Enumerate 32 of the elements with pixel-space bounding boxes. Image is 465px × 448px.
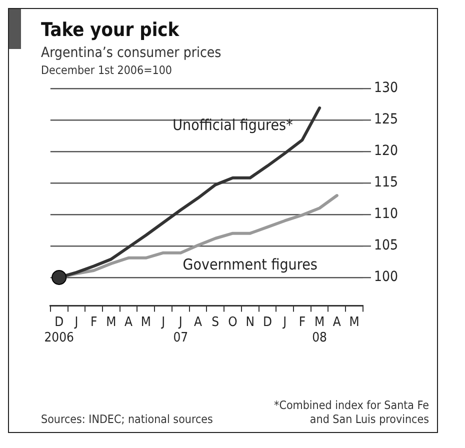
x-tick-label: J [74, 314, 78, 330]
text: *Combined index for Santa Fe and San Luis provinces [273, 398, 429, 426]
x-tick-label: M [106, 314, 116, 330]
y-tick-label: 100 [374, 269, 398, 286]
y-tick-label: 115 [374, 174, 398, 191]
x-tick-label: J [282, 314, 287, 330]
y-tick-label: 125 [374, 112, 398, 128]
x-tick-label: S [212, 314, 220, 330]
x-tick-label: A [332, 314, 341, 330]
x-tick-label: M [349, 314, 360, 330]
x-tick-label: F [298, 314, 306, 330]
x-tick-label: O [228, 314, 238, 330]
chart-subtitle: Argentina’s consumer prices [41, 45, 222, 61]
series-label: Government figures [182, 255, 318, 274]
series-label: Unofficial figures* [172, 116, 294, 134]
x-tick-label: M [140, 314, 151, 330]
y-tick-label: 120 [374, 143, 398, 160]
x-tick-label: A [194, 314, 202, 330]
x-tick-label: F [90, 314, 98, 330]
y-axis-title: December 1st 2006=100 [41, 63, 173, 77]
y-tick-label: 130 [374, 80, 398, 96]
chart-title: Take your pick [41, 19, 180, 41]
x-tick-label: N [246, 314, 254, 330]
x-tick-label: M 08 [312, 314, 327, 346]
x-tick-label: A [124, 314, 133, 330]
source-note: Sources: INDEC; national sources [41, 412, 213, 426]
x-tick-label: J 07 [173, 314, 188, 346]
y-tick-label: 110 [374, 206, 398, 222]
y-tick-label: 105 [374, 238, 398, 254]
x-tick-label: J [160, 314, 166, 330]
x-tick-label: D [262, 314, 272, 330]
x-tick-label: D 2006 [44, 314, 74, 346]
